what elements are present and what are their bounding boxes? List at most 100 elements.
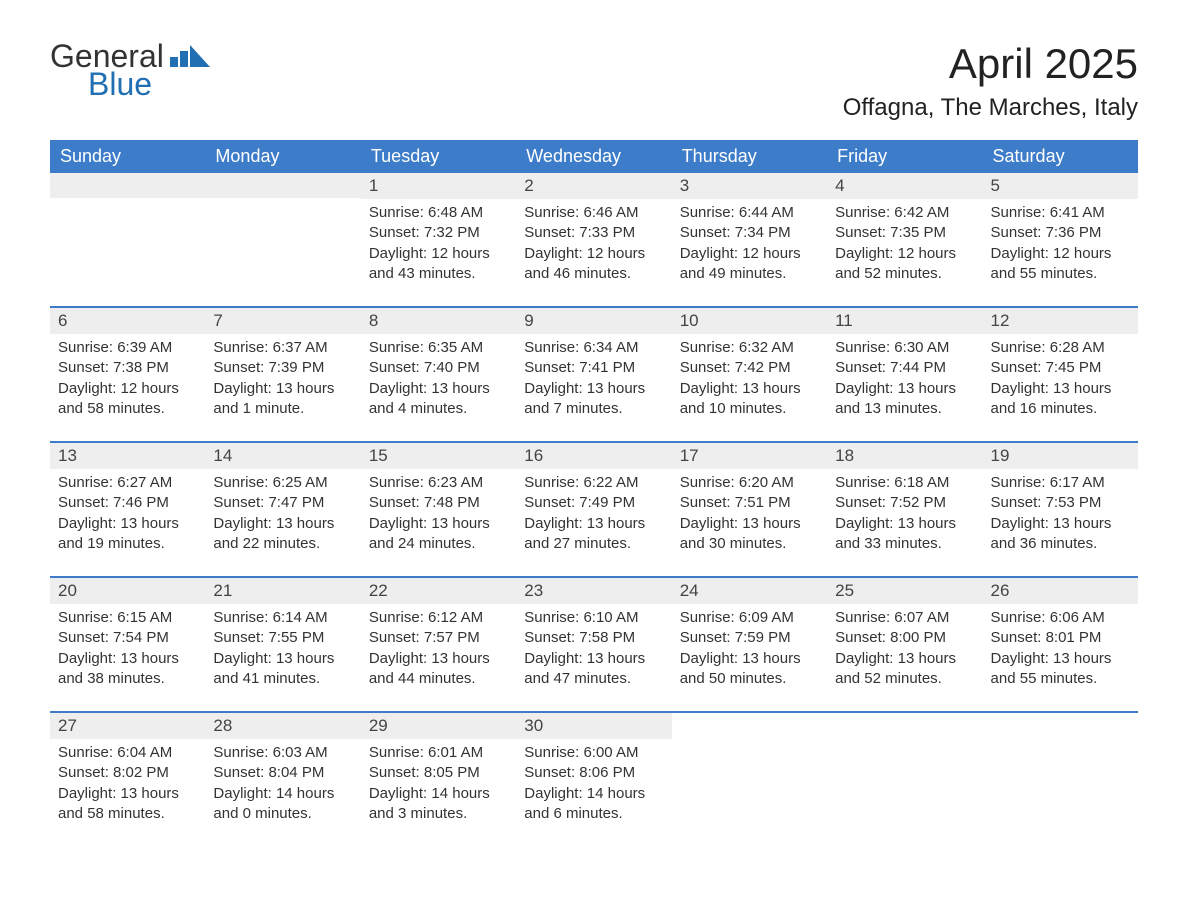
day-details: Sunrise: 6:03 AMSunset: 8:04 PMDaylight:…: [205, 739, 360, 832]
day-number: [50, 173, 205, 198]
day-number: 9: [516, 308, 671, 334]
sunset-text: Sunset: 7:47 PM: [213, 493, 352, 513]
day-details: Sunrise: 6:20 AMSunset: 7:51 PMDaylight:…: [672, 469, 827, 562]
day-cell: 28Sunrise: 6:03 AMSunset: 8:04 PMDayligh…: [205, 713, 360, 832]
sunrise-text: Sunrise: 6:20 AM: [680, 473, 819, 493]
sunrise-text: Sunrise: 6:32 AM: [680, 338, 819, 358]
day-number: 2: [516, 173, 671, 199]
sunset-text: Sunset: 7:40 PM: [369, 358, 508, 378]
weekday-monday: Monday: [205, 140, 360, 173]
day-cell: 23Sunrise: 6:10 AMSunset: 7:58 PMDayligh…: [516, 578, 671, 697]
sunrise-text: Sunrise: 6:34 AM: [524, 338, 663, 358]
day-details: Sunrise: 6:44 AMSunset: 7:34 PMDaylight:…: [672, 199, 827, 292]
daylight-text: Daylight: 13 hours and 30 minutes.: [680, 514, 819, 555]
sunset-text: Sunset: 7:33 PM: [524, 223, 663, 243]
daylight-text: Daylight: 13 hours and 50 minutes.: [680, 649, 819, 690]
sunset-text: Sunset: 8:02 PM: [58, 763, 197, 783]
sunset-text: Sunset: 7:59 PM: [680, 628, 819, 648]
daylight-text: Daylight: 13 hours and 24 minutes.: [369, 514, 508, 555]
day-number: 11: [827, 308, 982, 334]
daylight-text: Daylight: 13 hours and 44 minutes.: [369, 649, 508, 690]
day-details: Sunrise: 6:34 AMSunset: 7:41 PMDaylight:…: [516, 334, 671, 427]
day-details: Sunrise: 6:00 AMSunset: 8:06 PMDaylight:…: [516, 739, 671, 832]
daylight-text: Daylight: 12 hours and 49 minutes.: [680, 244, 819, 285]
daylight-text: Daylight: 12 hours and 58 minutes.: [58, 379, 197, 420]
sunset-text: Sunset: 7:35 PM: [835, 223, 974, 243]
day-number: 16: [516, 443, 671, 469]
day-cell-empty: [983, 713, 1138, 832]
sunset-text: Sunset: 7:48 PM: [369, 493, 508, 513]
day-cell: 8Sunrise: 6:35 AMSunset: 7:40 PMDaylight…: [361, 308, 516, 427]
day-number: 10: [672, 308, 827, 334]
day-details: Sunrise: 6:35 AMSunset: 7:40 PMDaylight:…: [361, 334, 516, 427]
sunrise-text: Sunrise: 6:41 AM: [991, 203, 1130, 223]
daylight-text: Daylight: 13 hours and 47 minutes.: [524, 649, 663, 690]
day-details: Sunrise: 6:17 AMSunset: 7:53 PMDaylight:…: [983, 469, 1138, 562]
day-number: 23: [516, 578, 671, 604]
day-details: Sunrise: 6:48 AMSunset: 7:32 PMDaylight:…: [361, 199, 516, 292]
sunset-text: Sunset: 8:00 PM: [835, 628, 974, 648]
day-details: Sunrise: 6:06 AMSunset: 8:01 PMDaylight:…: [983, 604, 1138, 697]
daylight-text: Daylight: 13 hours and 22 minutes.: [213, 514, 352, 555]
day-cell: 13Sunrise: 6:27 AMSunset: 7:46 PMDayligh…: [50, 443, 205, 562]
day-number: 17: [672, 443, 827, 469]
weekday-wednesday: Wednesday: [516, 140, 671, 173]
sunrise-text: Sunrise: 6:48 AM: [369, 203, 508, 223]
sunset-text: Sunset: 7:38 PM: [58, 358, 197, 378]
sunset-text: Sunset: 7:49 PM: [524, 493, 663, 513]
daylight-text: Daylight: 14 hours and 3 minutes.: [369, 784, 508, 825]
day-details: Sunrise: 6:22 AMSunset: 7:49 PMDaylight:…: [516, 469, 671, 562]
day-number: 21: [205, 578, 360, 604]
week-row: 1Sunrise: 6:48 AMSunset: 7:32 PMDaylight…: [50, 173, 1138, 292]
day-number: 20: [50, 578, 205, 604]
week-row: 20Sunrise: 6:15 AMSunset: 7:54 PMDayligh…: [50, 576, 1138, 697]
day-number: 5: [983, 173, 1138, 199]
daylight-text: Daylight: 13 hours and 52 minutes.: [835, 649, 974, 690]
sunset-text: Sunset: 7:51 PM: [680, 493, 819, 513]
daylight-text: Daylight: 13 hours and 58 minutes.: [58, 784, 197, 825]
weekday-saturday: Saturday: [983, 140, 1138, 173]
weekday-header-row: SundayMondayTuesdayWednesdayThursdayFrid…: [50, 140, 1138, 173]
sunrise-text: Sunrise: 6:14 AM: [213, 608, 352, 628]
daylight-text: Daylight: 13 hours and 33 minutes.: [835, 514, 974, 555]
sunset-text: Sunset: 7:32 PM: [369, 223, 508, 243]
daylight-text: Daylight: 13 hours and 13 minutes.: [835, 379, 974, 420]
day-details: Sunrise: 6:25 AMSunset: 7:47 PMDaylight:…: [205, 469, 360, 562]
daylight-text: Daylight: 14 hours and 0 minutes.: [213, 784, 352, 825]
daylight-text: Daylight: 12 hours and 46 minutes.: [524, 244, 663, 285]
week-row: 6Sunrise: 6:39 AMSunset: 7:38 PMDaylight…: [50, 306, 1138, 427]
logo: General Blue: [50, 40, 212, 100]
week-row: 27Sunrise: 6:04 AMSunset: 8:02 PMDayligh…: [50, 711, 1138, 832]
day-cell: 3Sunrise: 6:44 AMSunset: 7:34 PMDaylight…: [672, 173, 827, 292]
day-details: Sunrise: 6:01 AMSunset: 8:05 PMDaylight:…: [361, 739, 516, 832]
month-title: April 2025: [843, 40, 1138, 88]
daylight-text: Daylight: 13 hours and 1 minute.: [213, 379, 352, 420]
day-details: Sunrise: 6:18 AMSunset: 7:52 PMDaylight:…: [827, 469, 982, 562]
logo-text-bottom: Blue: [50, 68, 212, 100]
day-number: 19: [983, 443, 1138, 469]
day-number: 12: [983, 308, 1138, 334]
day-number: 27: [50, 713, 205, 739]
sunset-text: Sunset: 7:44 PM: [835, 358, 974, 378]
day-number: 30: [516, 713, 671, 739]
sunset-text: Sunset: 7:39 PM: [213, 358, 352, 378]
sunset-text: Sunset: 7:58 PM: [524, 628, 663, 648]
daylight-text: Daylight: 13 hours and 19 minutes.: [58, 514, 197, 555]
daylight-text: Daylight: 13 hours and 10 minutes.: [680, 379, 819, 420]
sunset-text: Sunset: 7:36 PM: [991, 223, 1130, 243]
daylight-text: Daylight: 13 hours and 36 minutes.: [991, 514, 1130, 555]
day-details: Sunrise: 6:07 AMSunset: 8:00 PMDaylight:…: [827, 604, 982, 697]
sunrise-text: Sunrise: 6:01 AM: [369, 743, 508, 763]
day-cell-empty: [50, 173, 205, 292]
sunset-text: Sunset: 7:57 PM: [369, 628, 508, 648]
title-block: April 2025 Offagna, The Marches, Italy: [843, 40, 1138, 122]
daylight-text: Daylight: 14 hours and 6 minutes.: [524, 784, 663, 825]
day-cell: 16Sunrise: 6:22 AMSunset: 7:49 PMDayligh…: [516, 443, 671, 562]
day-details: Sunrise: 6:12 AMSunset: 7:57 PMDaylight:…: [361, 604, 516, 697]
day-cell: 9Sunrise: 6:34 AMSunset: 7:41 PMDaylight…: [516, 308, 671, 427]
day-cell: 7Sunrise: 6:37 AMSunset: 7:39 PMDaylight…: [205, 308, 360, 427]
sunset-text: Sunset: 8:01 PM: [991, 628, 1130, 648]
sunrise-text: Sunrise: 6:07 AM: [835, 608, 974, 628]
daylight-text: Daylight: 13 hours and 41 minutes.: [213, 649, 352, 690]
day-number: 8: [361, 308, 516, 334]
